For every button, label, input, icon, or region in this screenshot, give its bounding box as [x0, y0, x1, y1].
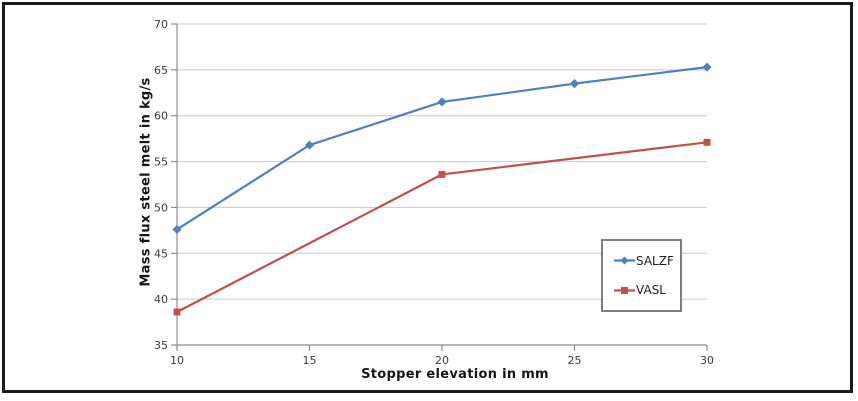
diamond-marker	[304, 140, 315, 150]
y-tick-label: 45	[154, 247, 168, 260]
x-tick-label: 15	[303, 354, 317, 367]
legend-entry-salzf: SALZF	[614, 251, 680, 270]
diamond-marker	[437, 97, 447, 107]
vasl-line-marker-icon	[614, 281, 635, 300]
x-tick-label: 25	[568, 354, 582, 367]
diamond-marker	[569, 79, 580, 89]
x-tick-label: 20	[435, 354, 449, 367]
diamond-marker	[172, 224, 182, 235]
y-tick-label: 55	[154, 156, 168, 169]
square-marker	[438, 170, 446, 178]
x-axis-title: Stopper elevation in mm	[361, 367, 549, 382]
y-tick-label: 65	[154, 64, 168, 77]
legend-label-salzf: SALZF	[636, 253, 674, 268]
y-tick-label: 60	[154, 110, 168, 123]
series-line-SALZF	[175, 66, 709, 231]
diamond-marker	[702, 62, 712, 72]
salzf-line-marker-icon	[614, 251, 635, 270]
legend: SALZF VASL	[601, 239, 682, 312]
y-tick-label: 70	[154, 18, 168, 31]
y-tick-label: 50	[154, 201, 168, 214]
y-tick-label: 35	[154, 339, 168, 352]
square-marker	[703, 138, 711, 146]
y-axis-title: Mass flux steel melt in kg/s	[138, 77, 154, 287]
square-marker	[173, 308, 181, 316]
legend-label-vasl: VASL	[636, 283, 666, 298]
legend-entry-vasl: VASL	[614, 281, 680, 300]
y-tick-label: 40	[154, 293, 168, 306]
x-tick-label: 30	[700, 354, 714, 367]
x-tick-label: 10	[170, 354, 184, 367]
